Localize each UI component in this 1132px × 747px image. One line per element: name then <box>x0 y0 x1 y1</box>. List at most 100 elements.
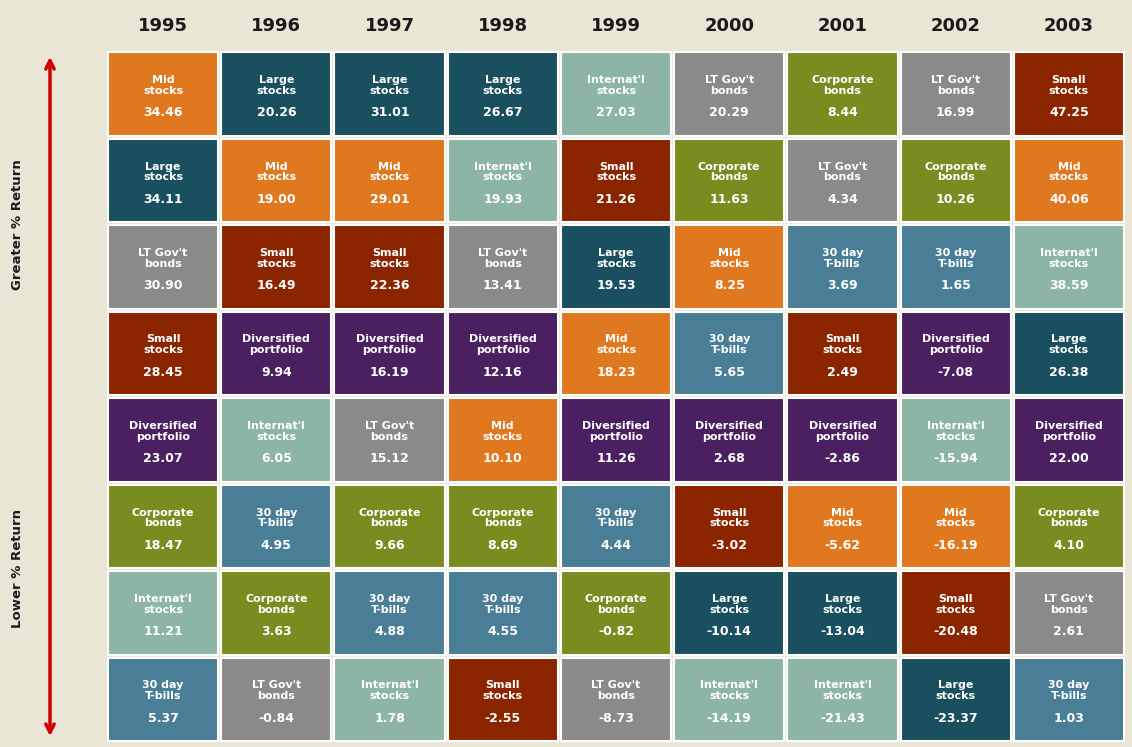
Text: Lower % Return: Lower % Return <box>11 509 25 628</box>
Bar <box>108 398 218 482</box>
Bar <box>560 571 671 654</box>
Text: LT Gov't
bonds: LT Gov't bonds <box>817 161 867 182</box>
Text: 30.90: 30.90 <box>144 279 183 293</box>
Text: Diversified
portfolio: Diversified portfolio <box>469 335 537 356</box>
Text: Large
stocks: Large stocks <box>143 161 183 182</box>
Bar <box>334 485 445 568</box>
Text: 4.95: 4.95 <box>260 539 292 552</box>
Bar <box>447 225 558 309</box>
Bar <box>334 225 445 309</box>
Bar <box>447 138 558 222</box>
Text: Small
stocks: Small stocks <box>709 507 749 528</box>
Text: -16.19: -16.19 <box>934 539 978 552</box>
Bar <box>1014 485 1124 568</box>
Bar <box>901 398 1011 482</box>
Text: 2001: 2001 <box>817 17 867 35</box>
Text: Large
stocks: Large stocks <box>936 681 976 701</box>
Bar <box>108 225 218 309</box>
Text: Diversified
portfolio: Diversified portfolio <box>921 335 989 356</box>
Text: Internat'l
stocks: Internat'l stocks <box>927 421 985 441</box>
Text: 20.29: 20.29 <box>710 107 749 120</box>
Bar <box>560 52 671 135</box>
Text: 30 day
T-bills: 30 day T-bills <box>143 681 183 701</box>
Text: 4.55: 4.55 <box>487 625 518 639</box>
Text: 12.16: 12.16 <box>483 366 523 379</box>
Text: 8.25: 8.25 <box>714 279 745 293</box>
Text: Large
stocks: Large stocks <box>709 594 749 615</box>
Text: -3.02: -3.02 <box>711 539 747 552</box>
Bar <box>221 311 332 395</box>
Text: 2002: 2002 <box>931 17 980 35</box>
Text: Large
stocks: Large stocks <box>369 75 410 96</box>
Text: 4.44: 4.44 <box>600 539 632 552</box>
Bar <box>901 225 1011 309</box>
Bar <box>560 398 671 482</box>
Bar <box>447 485 558 568</box>
Text: 26.38: 26.38 <box>1049 366 1089 379</box>
Text: 2000: 2000 <box>704 17 754 35</box>
Text: Large
stocks: Large stocks <box>482 75 523 96</box>
Bar <box>901 657 1011 741</box>
Text: -15.94: -15.94 <box>933 453 978 465</box>
Text: Corporate
bonds: Corporate bonds <box>246 594 308 615</box>
Text: 13.41: 13.41 <box>483 279 523 293</box>
Text: 30 day
T-bills: 30 day T-bills <box>822 248 863 269</box>
Text: 19.93: 19.93 <box>483 193 523 206</box>
Bar <box>221 52 332 135</box>
Text: 1997: 1997 <box>365 17 414 35</box>
Text: -5.62: -5.62 <box>824 539 860 552</box>
Text: Mid
stocks: Mid stocks <box>595 335 636 356</box>
Text: -2.86: -2.86 <box>824 453 860 465</box>
Text: 16.99: 16.99 <box>936 107 976 120</box>
Bar <box>675 485 784 568</box>
Text: 1.03: 1.03 <box>1054 712 1084 725</box>
Text: 4.10: 4.10 <box>1054 539 1084 552</box>
Text: 4.88: 4.88 <box>375 625 405 639</box>
Text: 30 day
T-bills: 30 day T-bills <box>595 507 636 528</box>
Text: 30 day
T-bills: 30 day T-bills <box>256 507 297 528</box>
Text: LT Gov't
bonds: LT Gov't bonds <box>931 75 980 96</box>
Text: 19.00: 19.00 <box>257 193 297 206</box>
Bar <box>221 571 332 654</box>
Text: 9.94: 9.94 <box>261 366 292 379</box>
Text: -0.82: -0.82 <box>598 625 634 639</box>
Text: Mid
stocks: Mid stocks <box>709 248 749 269</box>
Text: LT Gov't
bonds: LT Gov't bonds <box>591 681 641 701</box>
Text: Diversified
portfolio: Diversified portfolio <box>129 421 197 441</box>
Text: 11.26: 11.26 <box>597 453 636 465</box>
Bar <box>675 138 784 222</box>
Bar <box>334 398 445 482</box>
Text: LT Gov't
bonds: LT Gov't bonds <box>704 75 754 96</box>
Text: Mid
stocks: Mid stocks <box>1049 161 1089 182</box>
Text: Mid
stocks: Mid stocks <box>482 421 523 441</box>
Text: Small
stocks: Small stocks <box>256 248 297 269</box>
Text: Large
stocks: Large stocks <box>822 594 863 615</box>
Text: Corporate
bonds: Corporate bonds <box>585 594 648 615</box>
Text: 2.61: 2.61 <box>1054 625 1084 639</box>
Text: 5.65: 5.65 <box>714 366 745 379</box>
Text: Internat'l
stocks: Internat'l stocks <box>814 681 872 701</box>
Text: -21.43: -21.43 <box>820 712 865 725</box>
Text: Corporate
bonds: Corporate bonds <box>925 161 987 182</box>
Bar <box>901 571 1011 654</box>
Text: -14.19: -14.19 <box>706 712 752 725</box>
Bar <box>1014 657 1124 741</box>
Text: 1.65: 1.65 <box>941 279 971 293</box>
Text: Internat'l
stocks: Internat'l stocks <box>248 421 306 441</box>
Bar <box>788 398 898 482</box>
Text: 2.68: 2.68 <box>714 453 745 465</box>
Text: 34.46: 34.46 <box>144 107 183 120</box>
Text: 30 day
T-bills: 30 day T-bills <box>1048 681 1090 701</box>
Text: 10.26: 10.26 <box>936 193 976 206</box>
Bar <box>108 311 218 395</box>
Text: 4.34: 4.34 <box>827 193 858 206</box>
Text: -20.48: -20.48 <box>933 625 978 639</box>
Bar <box>221 398 332 482</box>
Text: 22.00: 22.00 <box>1049 453 1089 465</box>
Text: 18.23: 18.23 <box>597 366 636 379</box>
Text: Small
stocks: Small stocks <box>936 594 976 615</box>
Bar <box>901 52 1011 135</box>
Text: 40.06: 40.06 <box>1049 193 1089 206</box>
Text: 30 day
T-bills: 30 day T-bills <box>369 594 410 615</box>
Text: Small
stocks: Small stocks <box>1049 75 1089 96</box>
